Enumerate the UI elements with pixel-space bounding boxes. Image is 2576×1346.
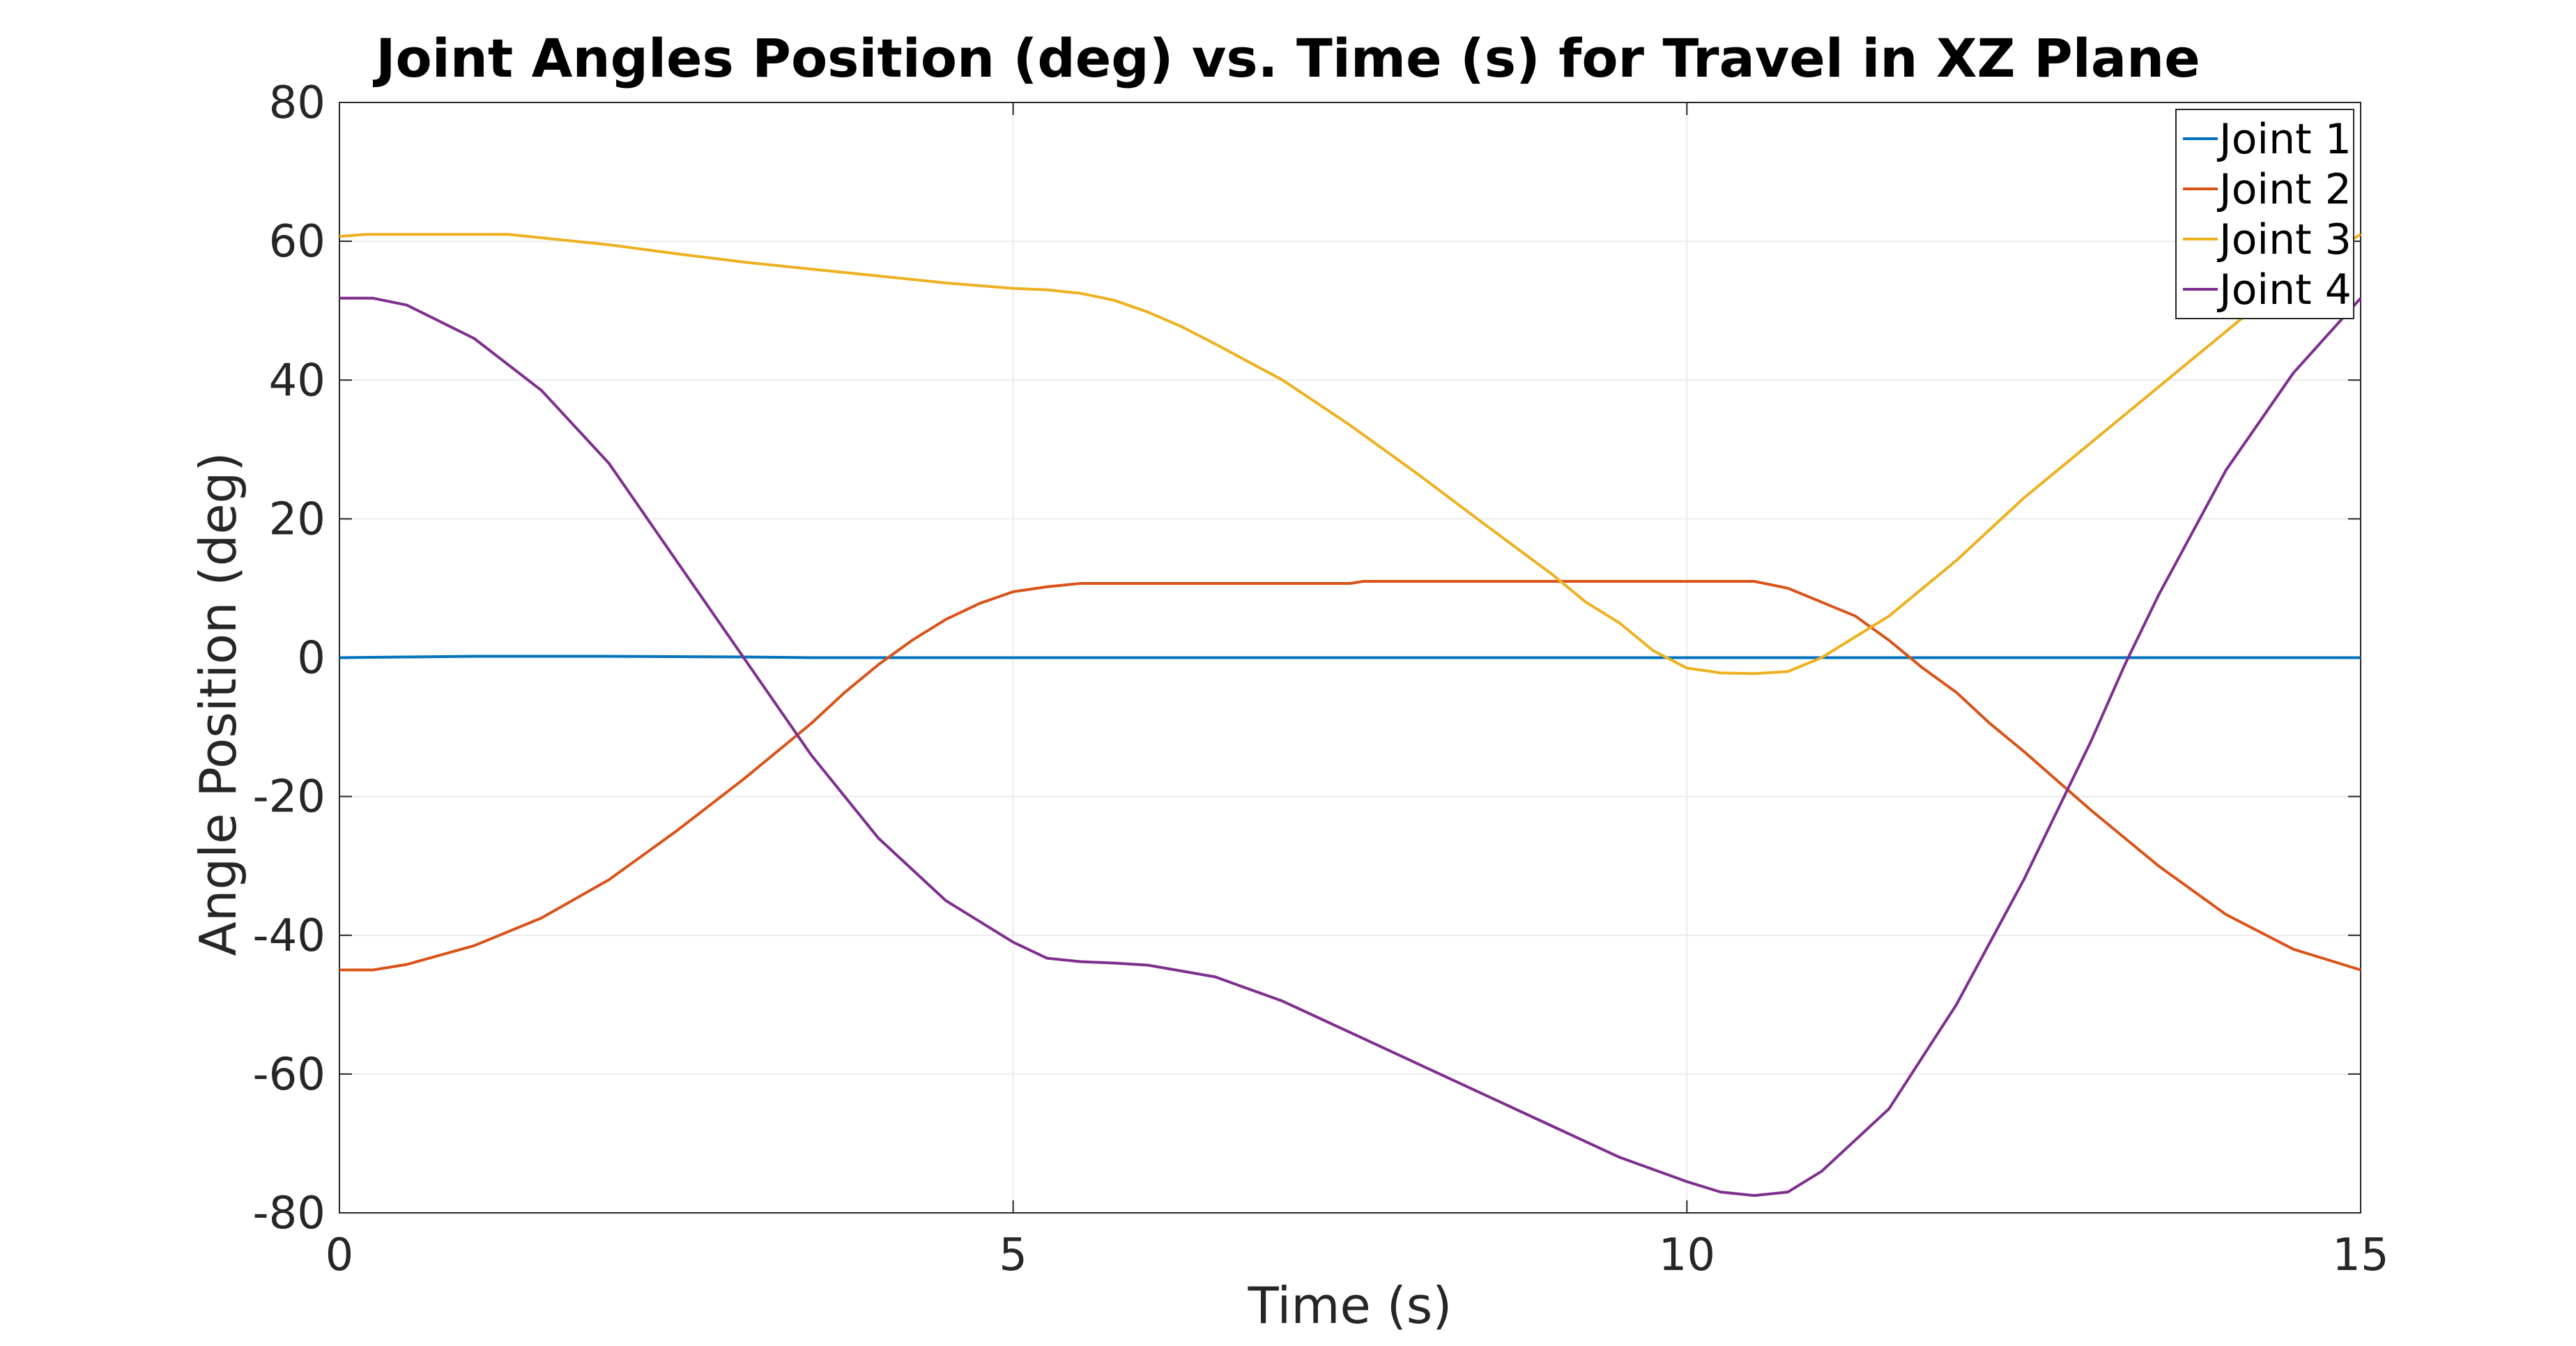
y-tick-label: -40 [252,910,325,962]
y-tick-label: -60 [252,1049,325,1101]
legend-label: Joint 1 [2216,115,2352,164]
x-tick-label: 0 [325,1230,354,1281]
y-tick-label: 60 [269,216,325,268]
y-tick-label: 40 [269,355,325,406]
y-tick-label: 80 [269,77,325,129]
y-tick-label: -20 [252,772,325,823]
legend-label: Joint 3 [2216,215,2352,264]
legend-label: Joint 4 [2216,266,2352,314]
legend-label: Joint 2 [2216,165,2352,214]
series-line-joint-1 [339,655,2361,659]
series-line-joint-4 [339,296,2362,1198]
x-tick-label: 10 [1659,1230,1715,1281]
chart-title: Joint Angles Position (deg) vs. Time (s)… [372,27,2200,89]
y-tick-label: 20 [269,494,325,545]
y-tick-label: -80 [252,1188,325,1239]
axis-ticks: 0 5 10 15 80 60 40 20 0 -20 -40 -60 -80 [252,77,2389,1281]
legend-box [2175,109,2354,319]
x-axis-label: Time (s) [1248,1276,1452,1335]
y-tick-label: 0 [297,633,325,685]
x-tick-label: 15 [2332,1230,2389,1281]
series-lines [339,233,2362,1198]
series-line-joint-2 [339,580,2361,972]
series-line-joint-3 [339,233,2362,675]
y-axis-label: Angle Position (deg) [189,452,247,956]
x-tick-label: 5 [999,1230,1027,1281]
